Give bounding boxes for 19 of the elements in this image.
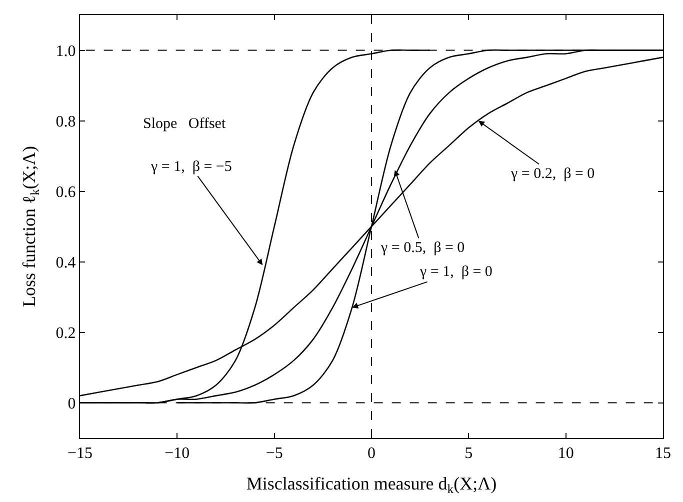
x-tick-label: 15	[655, 445, 671, 462]
x-tick-label: −10	[164, 445, 190, 462]
x-tick-label: −5	[266, 445, 283, 462]
y-tick-label: 0	[68, 395, 76, 412]
annotation: γ = 0.5, β = 0	[380, 240, 465, 256]
y-tick-label: 0.8	[56, 113, 76, 130]
x-tick-label: −15	[67, 445, 93, 462]
x-tick-label: 10	[558, 445, 574, 462]
y-tick-label: 0.6	[56, 184, 76, 201]
x-tick-label: 0	[368, 445, 376, 462]
x-axis-title: Misclassification measure d$_{k}$(X;Λ)	[246, 473, 497, 496]
annotation: γ = 0.2, β = 0	[510, 166, 595, 182]
x-tick-label: 5	[464, 445, 473, 462]
annotation: γ = 1, β = 0	[419, 264, 492, 280]
annotation: Slope Offset	[143, 116, 226, 132]
y-tick-label: 1.0	[56, 42, 76, 60]
y-tick-label: 0.2	[56, 324, 76, 342]
y-tick-label: 0.4	[56, 254, 76, 272]
annotation: γ = 1, β = −5	[150, 159, 232, 175]
